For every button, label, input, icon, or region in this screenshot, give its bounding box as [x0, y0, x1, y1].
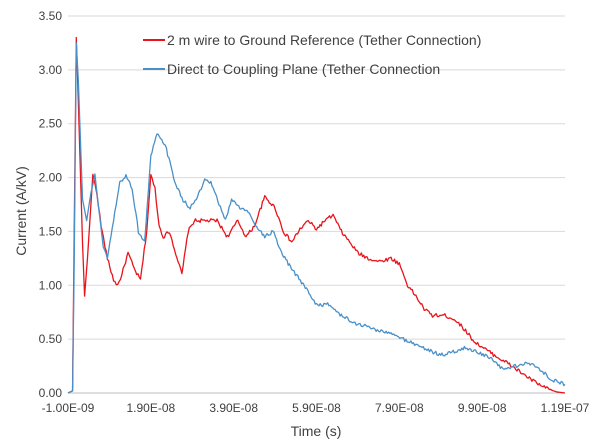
series-layer — [67, 36, 566, 394]
y-tick-label: 3.00 — [39, 63, 63, 77]
legend-item-blue: Direct to Coupling Plane (Tether Connect… — [143, 61, 440, 77]
legend-label-blue: Direct to Coupling Plane (Tether Connect… — [167, 61, 440, 77]
legend-item-red: 2 m wire to Ground Reference (Tether Con… — [143, 32, 481, 48]
x-tick-label: -1.00E-09 — [42, 401, 95, 415]
y-tick-label: 0.50 — [39, 332, 63, 346]
y-axis-title: Current (A/kV) — [13, 166, 29, 255]
y-tick-label: 1.50 — [39, 224, 63, 238]
x-axis-title: Time (s) — [291, 423, 342, 439]
series-line-coupling-plane — [67, 42, 566, 394]
legend-label-red: 2 m wire to Ground Reference (Tether Con… — [167, 32, 481, 48]
tick-labels: 0.00 0.50 1.00 1.50 2.00 2.50 3.00 3.50 -1.00E-0… — [39, 9, 590, 415]
x-tick-label: 7.90E-08 — [375, 401, 424, 415]
legend: 2 m wire to Ground Reference (Tether Con… — [143, 32, 481, 77]
y-tick-label: 2.50 — [39, 117, 63, 131]
x-tick-label: 1.90E-08 — [126, 401, 175, 415]
series-line-ground-reference — [67, 36, 566, 394]
x-tick-label: 3.90E-08 — [209, 401, 258, 415]
y-tick-label: 2.00 — [39, 171, 63, 185]
x-tick-label: 1.19E-07 — [541, 401, 590, 415]
x-tick-label: 5.90E-08 — [292, 401, 341, 415]
y-tick-label: 3.50 — [39, 9, 63, 23]
y-tick-label: 0.00 — [39, 386, 63, 400]
y-tick-label: 1.00 — [39, 278, 63, 292]
x-tick-label: 9.90E-08 — [458, 401, 507, 415]
